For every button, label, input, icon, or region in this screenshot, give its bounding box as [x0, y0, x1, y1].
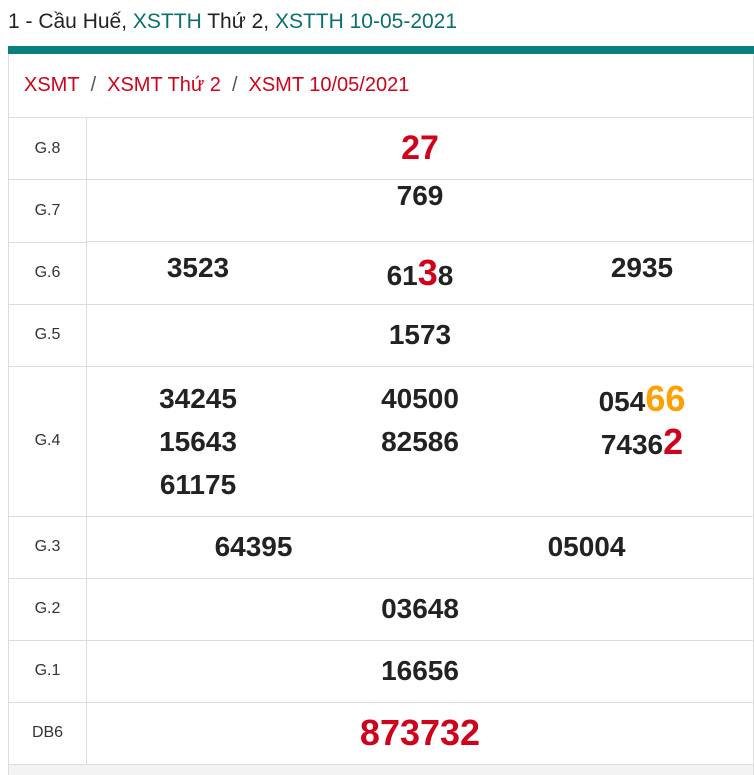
row-db: DB6 873732: [9, 702, 753, 765]
prize-number: 16656: [381, 655, 459, 686]
prize-number: 82586: [381, 425, 459, 457]
prize-label: DB6: [9, 702, 87, 765]
prize-number: 05004: [547, 531, 626, 562]
special-prize-number: 873732: [359, 712, 481, 753]
prize-label: G.5: [9, 304, 87, 367]
prize-number: 2935: [610, 251, 674, 283]
accent-bar: [8, 46, 754, 54]
breadcrumb-xsmt-thu2[interactable]: XSMT Thứ 2: [107, 74, 221, 96]
prize-label: G.7: [9, 179, 87, 243]
row-g5: G.5 1573: [9, 304, 753, 367]
prize-number: 34245: [159, 382, 237, 414]
prize-number: 27: [401, 129, 439, 167]
xstth-link[interactable]: XSTTH: [132, 10, 202, 33]
prize-number: 3523: [166, 251, 230, 283]
page-title: 1 - Cầu Huế, XSTTH Thứ 2, XSTTH 10-05-20…: [8, 10, 457, 34]
row-g4: G.4 34245 15643 61175 40500 82586 05466 7436…: [9, 366, 753, 517]
prize-number: 1573: [388, 319, 452, 350]
prize-number: 15643: [159, 425, 237, 457]
title-text: Thứ 2,: [201, 10, 275, 33]
prize-number: 05466: [598, 377, 686, 419]
breadcrumb: XSMT / XSMT Thứ 2/ XSMT 10/05/2021: [9, 54, 753, 118]
breadcrumb-xsmt-date[interactable]: XSMT 10/05/2021: [248, 74, 410, 96]
prize-number: 769: [396, 180, 444, 211]
prize-label: G.2: [9, 578, 87, 641]
row-g2: G.2 03648: [9, 578, 753, 641]
prize-label: G.1: [9, 640, 87, 703]
xstth-date-link[interactable]: XSTTH 10-05-2021: [274, 10, 458, 33]
prize-number: 40500: [381, 382, 459, 414]
prize-number: 74362: [600, 420, 684, 462]
title-text: 1 - Cầu Huế,: [8, 10, 133, 33]
prize-label: G.4: [9, 366, 87, 517]
results-table: G.8 27 G.7 769 G.6 3523 6138 2935 G.5 1573 …: [9, 118, 753, 765]
prize-label: G.3: [9, 516, 87, 579]
prize-label: G.6: [9, 242, 87, 305]
breadcrumb-xsmt[interactable]: XSMT: [24, 74, 80, 96]
row-g1: G.1 16656: [9, 640, 753, 703]
row-g3: G.3 64395 05004: [9, 516, 753, 579]
row-g7: G.7 769: [9, 179, 753, 243]
prize-number: 64395: [214, 531, 293, 562]
row-g6: G.6 3523 6138 2935: [9, 242, 753, 305]
prize-label: G.8: [9, 118, 87, 180]
prize-number: 03648: [381, 593, 459, 624]
results-box: XSMT / XSMT Thứ 2/ XSMT 10/05/2021 G.8 27 …: [8, 54, 754, 775]
prize-number: 61175: [159, 468, 237, 500]
prize-number: 6138: [386, 251, 454, 293]
footer-strip: [9, 764, 753, 775]
row-g8: G.8 27: [9, 118, 753, 180]
